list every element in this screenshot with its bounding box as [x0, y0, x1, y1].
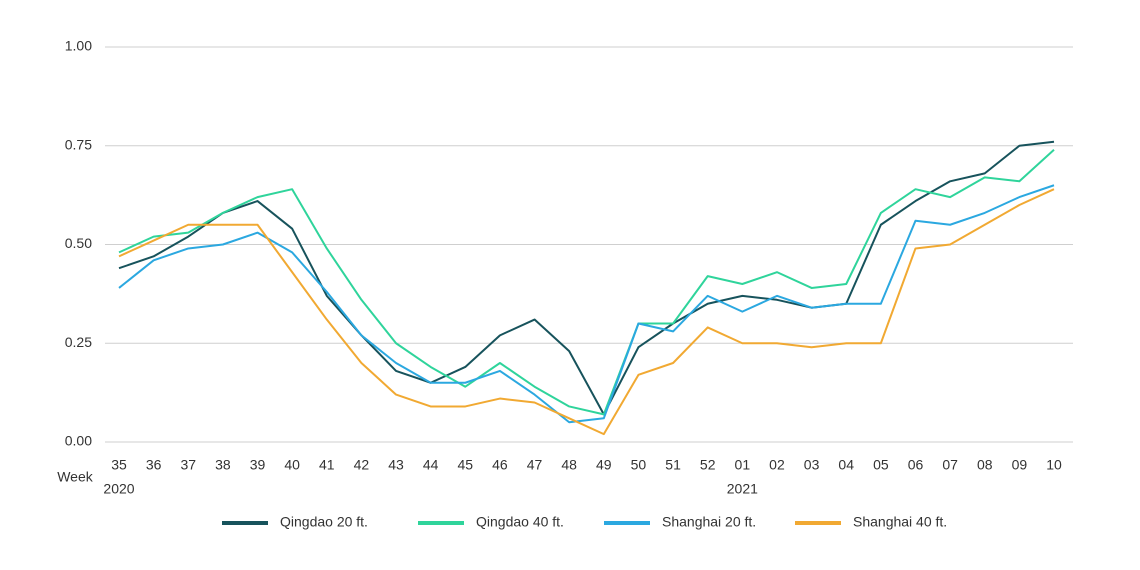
legend-label: Shanghai 40 ft.: [853, 514, 947, 530]
x-tick-label: 45: [458, 457, 474, 473]
x-tick-label: 41: [319, 457, 335, 473]
x-tick-label: 50: [631, 457, 647, 473]
x-tick-label: 03: [804, 457, 820, 473]
x-tick-label: 43: [388, 457, 404, 473]
y-tick-label: 0.75: [65, 136, 92, 152]
x-tick-label: 10: [1046, 457, 1062, 473]
x-tick-label: 38: [215, 457, 231, 473]
x-axis-label: Week: [57, 469, 94, 485]
x-tick-label: 48: [561, 457, 577, 473]
y-tick-label: 0.50: [65, 235, 92, 251]
legend-label: Qingdao 40 ft.: [476, 514, 564, 530]
x-tick-label: 51: [665, 457, 681, 473]
x-tick-label: 36: [146, 457, 162, 473]
y-tick-label: 0.25: [65, 334, 92, 350]
x-tick-label: 01: [735, 457, 751, 473]
x-tick-label: 05: [873, 457, 889, 473]
series-line: [118, 188, 1055, 436]
x-tick-label: 49: [596, 457, 612, 473]
series-line: [118, 184, 1055, 424]
x-tick-label: 08: [977, 457, 993, 473]
x-tick-label: 52: [700, 457, 716, 473]
series-line: [118, 148, 1055, 416]
x-tick-label: 37: [180, 457, 196, 473]
year-label: 2021: [727, 481, 758, 497]
x-tick-label: 04: [838, 457, 854, 473]
x-tick-label: 42: [354, 457, 370, 473]
x-tick-label: 44: [423, 457, 439, 473]
y-tick-label: 0.00: [65, 433, 92, 449]
x-tick-label: 09: [1012, 457, 1028, 473]
x-tick-label: 39: [250, 457, 266, 473]
x-tick-label: 46: [492, 457, 508, 473]
legend-label: Shanghai 20 ft.: [662, 514, 756, 530]
x-tick-label: 40: [284, 457, 300, 473]
y-tick-label: 1.00: [65, 38, 92, 54]
x-tick-label: 02: [769, 457, 785, 473]
x-tick-label: 07: [942, 457, 958, 473]
x-tick-label: 06: [908, 457, 924, 473]
legend-label: Qingdao 20 ft.: [280, 514, 368, 530]
series-line: [118, 140, 1055, 416]
x-tick-label: 35: [111, 457, 127, 473]
x-tick-label: 47: [527, 457, 543, 473]
year-label: 2020: [103, 481, 134, 497]
